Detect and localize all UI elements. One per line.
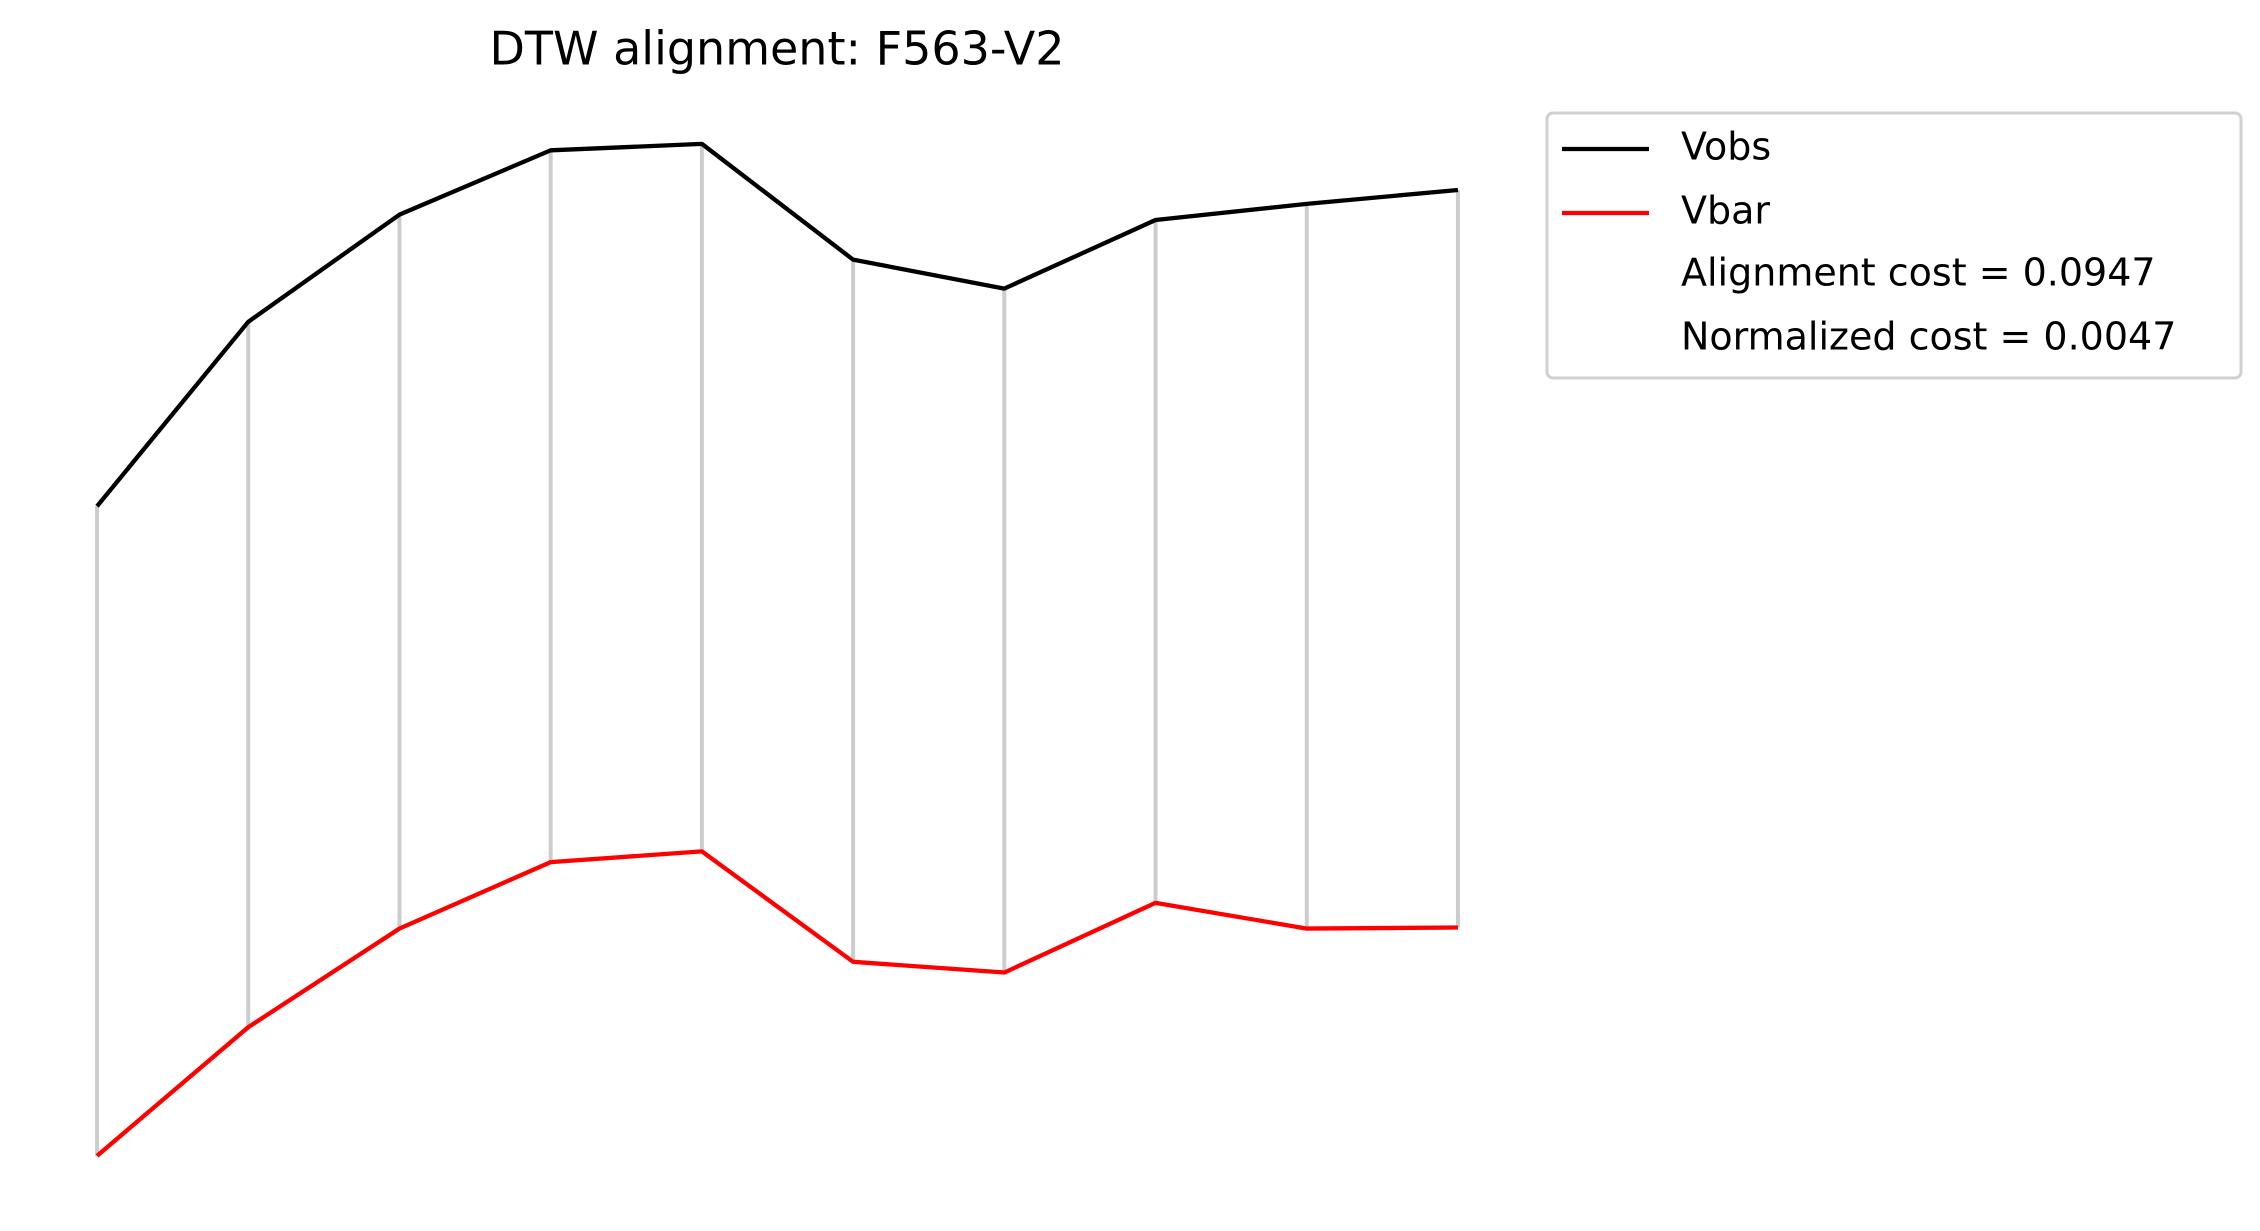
chart-title: DTW alignment: F563-V2 [489, 22, 1064, 76]
series-line [95, 141, 1459, 508]
legend-label: Vobs [1681, 125, 1771, 169]
legend-box [1545, 111, 2243, 380]
legend-note: Normalized cost = 0.0047 [1681, 315, 2176, 359]
legend-label: Vbar [1681, 189, 1770, 233]
series-line [95, 849, 1458, 1158]
legend-note: Alignment cost = 0.0947 [1681, 251, 2156, 295]
